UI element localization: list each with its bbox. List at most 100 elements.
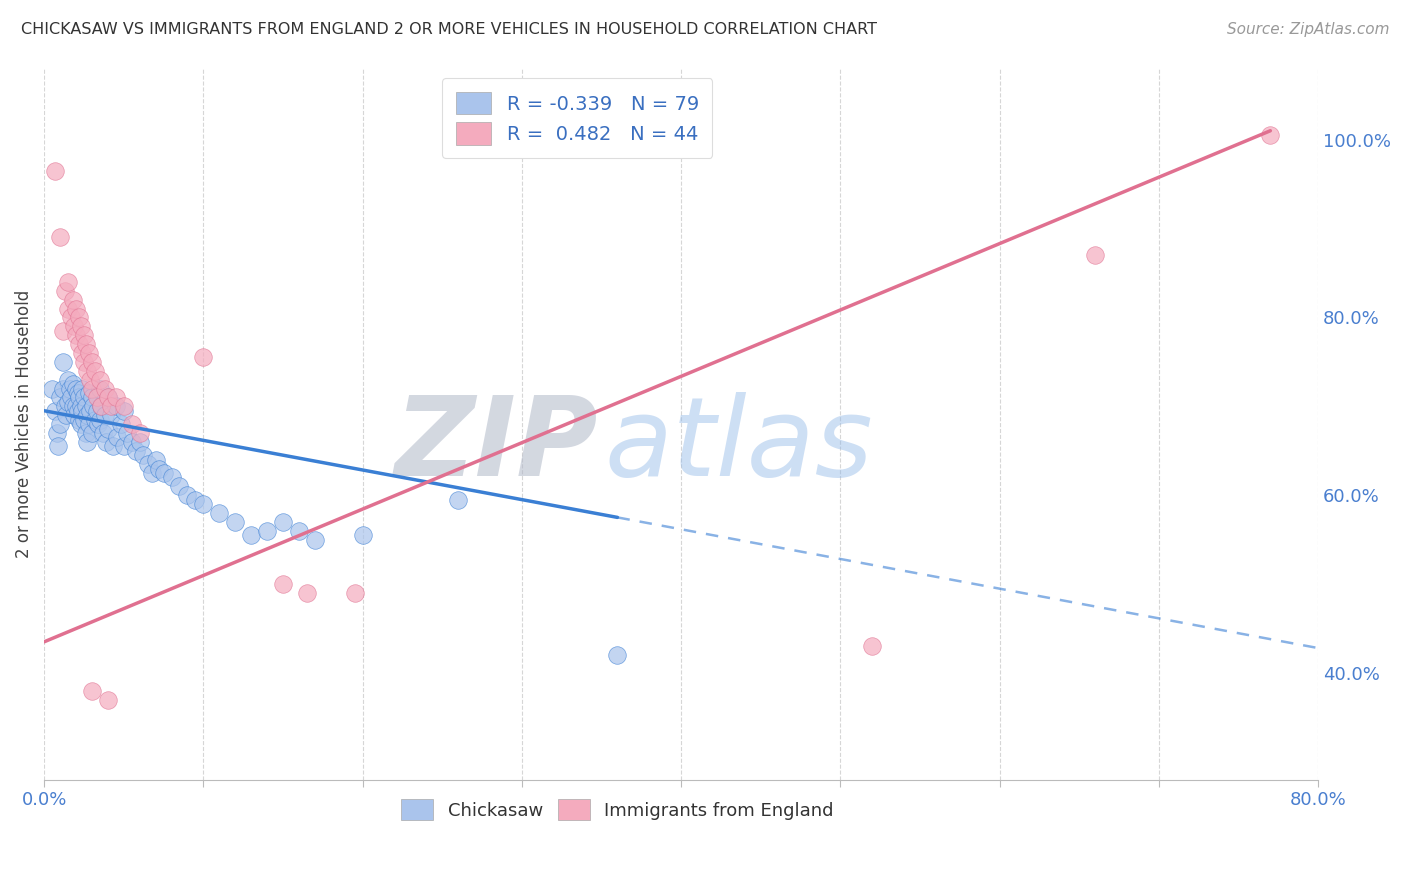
Point <box>53 399 76 413</box>
Point <box>72 382 94 396</box>
Point <box>91 425 114 440</box>
Point <box>79 373 101 387</box>
Point <box>121 417 143 431</box>
Point <box>62 399 84 413</box>
Point <box>295 586 318 600</box>
Point <box>66 403 89 417</box>
Point <box>256 524 278 538</box>
Point <box>101 439 124 453</box>
Point <box>75 425 97 440</box>
Point <box>73 355 96 369</box>
Point <box>125 443 148 458</box>
Point <box>447 492 470 507</box>
Point <box>104 399 127 413</box>
Point <box>80 391 103 405</box>
Point <box>304 533 326 547</box>
Point <box>80 355 103 369</box>
Point <box>56 275 79 289</box>
Point <box>44 163 66 178</box>
Point <box>69 319 91 334</box>
Point <box>77 386 100 401</box>
Point <box>87 417 110 431</box>
Point <box>141 466 163 480</box>
Point <box>66 386 89 401</box>
Point <box>45 425 67 440</box>
Point <box>76 434 98 449</box>
Point <box>67 391 90 405</box>
Point <box>67 412 90 426</box>
Point <box>105 430 128 444</box>
Point <box>75 337 97 351</box>
Point <box>72 346 94 360</box>
Point <box>97 692 120 706</box>
Point <box>176 488 198 502</box>
Point <box>1260 128 1282 143</box>
Point <box>112 439 135 453</box>
Point <box>86 391 108 405</box>
Point <box>224 515 246 529</box>
Point <box>343 586 366 600</box>
Point <box>97 391 120 405</box>
Point <box>84 412 107 426</box>
Point <box>271 577 294 591</box>
Point <box>60 391 83 405</box>
Point <box>73 328 96 343</box>
Point <box>104 391 127 405</box>
Point <box>115 425 138 440</box>
Point <box>89 412 111 426</box>
Point <box>56 394 79 409</box>
Point <box>69 399 91 413</box>
Point <box>52 382 75 396</box>
Point <box>193 497 215 511</box>
Point <box>288 524 311 538</box>
Point <box>44 403 66 417</box>
Point <box>97 391 120 405</box>
Point <box>73 412 96 426</box>
Point <box>96 434 118 449</box>
Point <box>55 408 77 422</box>
Point <box>90 399 112 413</box>
Point <box>352 528 374 542</box>
Point <box>60 310 83 325</box>
Point <box>80 425 103 440</box>
Point <box>69 417 91 431</box>
Point <box>89 373 111 387</box>
Point <box>63 408 86 422</box>
Point <box>128 425 150 440</box>
Legend: Chickasaw, Immigrants from England: Chickasaw, Immigrants from England <box>387 785 848 835</box>
Text: Source: ZipAtlas.com: Source: ZipAtlas.com <box>1226 22 1389 37</box>
Point <box>65 382 87 396</box>
Point <box>145 452 167 467</box>
Point <box>112 403 135 417</box>
Point <box>58 382 80 396</box>
Point <box>132 448 155 462</box>
Point <box>160 470 183 484</box>
Point <box>860 640 883 654</box>
Point <box>193 351 215 365</box>
Point <box>97 421 120 435</box>
Point <box>65 301 87 316</box>
Point <box>67 310 90 325</box>
Point <box>152 466 174 480</box>
Point <box>75 399 97 413</box>
Point <box>76 408 98 422</box>
Point <box>49 230 72 244</box>
Point <box>86 403 108 417</box>
Point <box>65 328 87 343</box>
Point <box>76 364 98 378</box>
Point <box>128 434 150 449</box>
Point <box>53 284 76 298</box>
Point <box>240 528 263 542</box>
Point <box>52 324 75 338</box>
Point <box>121 434 143 449</box>
Point <box>93 382 115 396</box>
Point <box>77 346 100 360</box>
Point <box>90 399 112 413</box>
Point <box>65 399 87 413</box>
Point <box>73 391 96 405</box>
Point <box>89 382 111 396</box>
Point <box>84 364 107 378</box>
Point <box>63 319 86 334</box>
Point <box>100 408 122 422</box>
Point <box>48 439 70 453</box>
